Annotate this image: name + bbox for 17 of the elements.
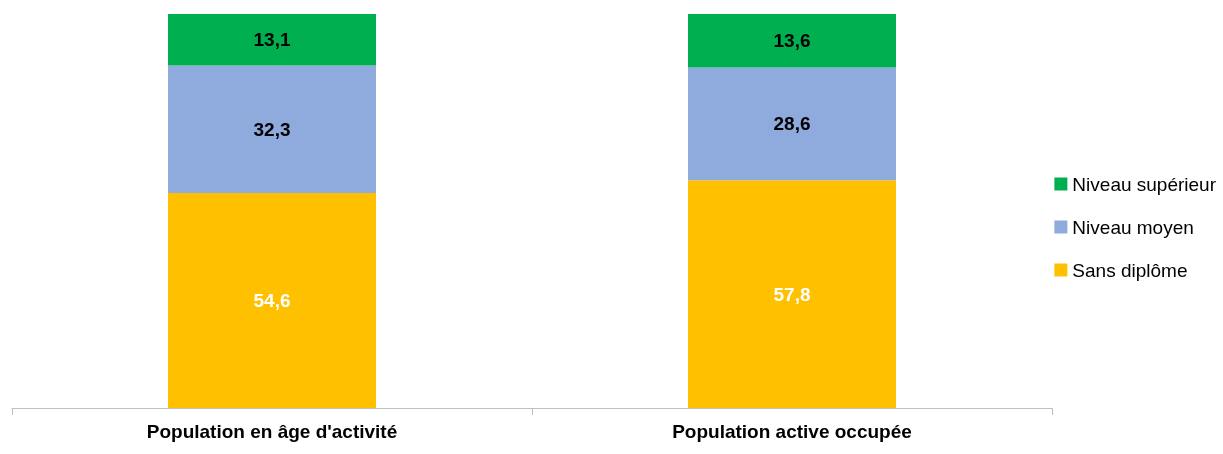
bar xyxy=(168,65,376,193)
legend-label: Niveau moyen xyxy=(1072,216,1194,238)
data-label: 28,6 xyxy=(773,113,811,135)
legend-label: Sans diplôme xyxy=(1072,259,1188,281)
data-label: 32,3 xyxy=(253,118,291,140)
x-tick-label: Population active occupée xyxy=(672,421,912,442)
data-label: 13,1 xyxy=(253,29,291,51)
bar xyxy=(688,14,896,68)
bar xyxy=(168,192,376,408)
data-label: 54,6 xyxy=(253,289,291,311)
bar xyxy=(688,180,896,408)
data-label: 57,8 xyxy=(773,283,811,305)
bar xyxy=(688,67,896,181)
legend-label: Niveau supérieur xyxy=(1072,173,1217,195)
x-tick-label: Population en âge d'activité xyxy=(146,421,398,442)
bar xyxy=(168,14,376,66)
data-label: 13,6 xyxy=(773,30,811,52)
